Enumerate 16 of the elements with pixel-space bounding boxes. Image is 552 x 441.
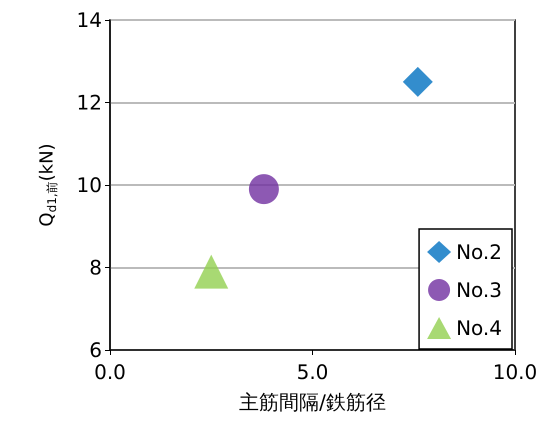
y-tick-label: 14 <box>76 8 102 32</box>
x-tick-label: 5.0 <box>296 360 328 384</box>
y-tick-label: 10 <box>76 173 102 197</box>
y-tick-label: 12 <box>76 90 102 114</box>
x-tick-label: 10.0 <box>492 360 538 384</box>
x-tick-label: 0.0 <box>94 360 126 384</box>
point <box>194 254 228 289</box>
y-tick-label: 8 <box>89 256 102 280</box>
point <box>402 66 433 97</box>
legend-label: No.2 <box>456 240 502 264</box>
legend-label: No.4 <box>456 316 502 340</box>
x-axis-title: 主筋間隔/鉄筋径 <box>239 390 386 414</box>
y-tick-label: 6 <box>89 338 102 362</box>
y-axis-title: Qd1,前(kN) <box>36 143 59 227</box>
point <box>248 174 279 204</box>
legend-label: No.3 <box>456 278 502 302</box>
